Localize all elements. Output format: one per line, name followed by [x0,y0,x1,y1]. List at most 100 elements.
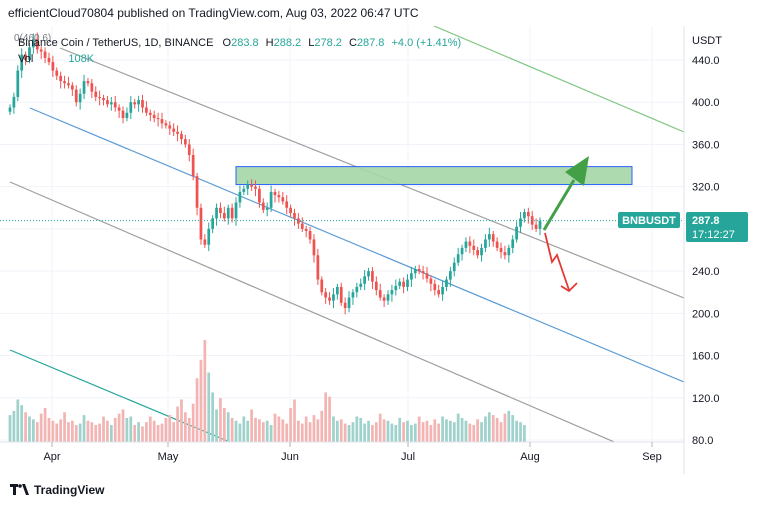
price-axis[interactable]: USDT 440.0400.0360.0320.0280.0240.0200.0… [683,26,722,474]
overlay-label: 0(460.6) [14,33,51,44]
volume-bar [398,417,402,442]
volume-bar [226,412,230,442]
candle-body [82,81,86,94]
candle-body [261,202,265,210]
candle-body [164,123,168,126]
volume-bar [406,420,409,442]
volume-bar [51,420,55,442]
volume-bar [413,423,417,442]
volume-bar [304,416,308,442]
candle-body [35,38,39,50]
volume-bar [90,422,94,442]
candle-body [316,255,320,280]
legend-title-line: Binance Coin / TetherUS, 1D, BINANCE O28… [18,37,461,49]
high-label: H [266,37,274,49]
price-tick-label: 440.0 [692,55,720,67]
volume-bar [246,420,250,442]
candle-body [78,93,82,103]
volume-bar [452,422,456,442]
volume-bar [335,420,339,442]
candle-body [152,114,156,119]
candle-body [168,125,172,129]
volume-bar [28,416,31,442]
candle-body [526,212,530,217]
candle-body [39,49,43,52]
volume-bar [125,417,129,442]
tradingview-logo[interactable]: TradingView [10,483,104,497]
volume-bar [12,410,16,442]
candle-body [125,112,129,119]
footer: TradingView [0,474,759,506]
volume-bar [421,422,425,442]
volume-bar [191,403,195,442]
volume-bar [199,359,203,442]
candle-body [63,81,66,84]
candle-body [269,191,273,208]
price-tick-label: 120.0 [692,393,720,405]
candle-body [413,269,417,274]
volume-bar [78,423,82,442]
candle-body [378,290,382,298]
volume-bar [324,392,328,442]
symbol-label-box [618,212,680,228]
legend-title: Binance Coin / TetherUS, 1D, BINANCE [18,37,213,49]
candle-body [145,107,148,113]
volume-bar [484,416,487,442]
volume-bar [152,420,156,442]
resistance-zone[interactable] [235,166,633,186]
candle-body [102,98,105,101]
volume-bar [164,417,168,442]
volume-bar [129,416,133,442]
chart[interactable]: USDT 440.0400.0360.0320.0280.0240.0200.0… [0,0,759,474]
volume-bar [86,420,90,442]
volume-bar [445,419,448,442]
volume-bar [269,425,273,442]
price-tick-label: 200.0 [692,308,720,320]
time-tick-label: Apr [43,451,60,463]
candle-body [402,281,405,287]
volume-bar [273,413,277,442]
volume-bar [67,422,70,442]
candle-body [28,47,31,60]
arrow-up-shaft [542,179,576,231]
candle-body [445,279,448,287]
last-price-value: 287.8 [692,215,720,227]
volume-bar [425,420,429,442]
volume-bar [460,417,464,442]
volume-bar [55,423,59,442]
candle-body [519,218,522,227]
candle-body [113,102,117,108]
candle-body [242,188,246,192]
time-axis[interactable]: Apr May Jun Jul Aug Sep [0,441,684,463]
candle-body [133,102,137,105]
candle-body [534,224,538,229]
volume-bar [133,425,137,442]
volume-bar [215,409,218,442]
candle-body [24,54,27,60]
candle-body [464,241,468,248]
volume-bars [8,340,526,442]
volume-bar [312,415,316,442]
volume-bar [113,417,117,442]
volume-bar [70,420,74,442]
volume-bar [176,406,179,442]
volume-bar [371,425,374,442]
price-tick-label: 320.0 [692,182,720,194]
candle-body [382,297,386,301]
volume-bar [293,399,296,442]
volume-bar [449,420,452,442]
time-tick-label: Aug [520,451,540,463]
volume-bar [382,419,386,442]
volume-bar [390,423,394,442]
volume-bar [300,423,304,442]
candle-body [460,247,464,255]
volume-bar [429,425,433,442]
candle-body [355,286,359,293]
volume-bar [285,423,289,442]
candle-body [172,128,176,132]
candle-body [425,273,429,279]
trend-channels [9,26,684,442]
candle-body [246,184,250,189]
volume-bar [519,422,522,442]
volume-bar [8,415,12,442]
